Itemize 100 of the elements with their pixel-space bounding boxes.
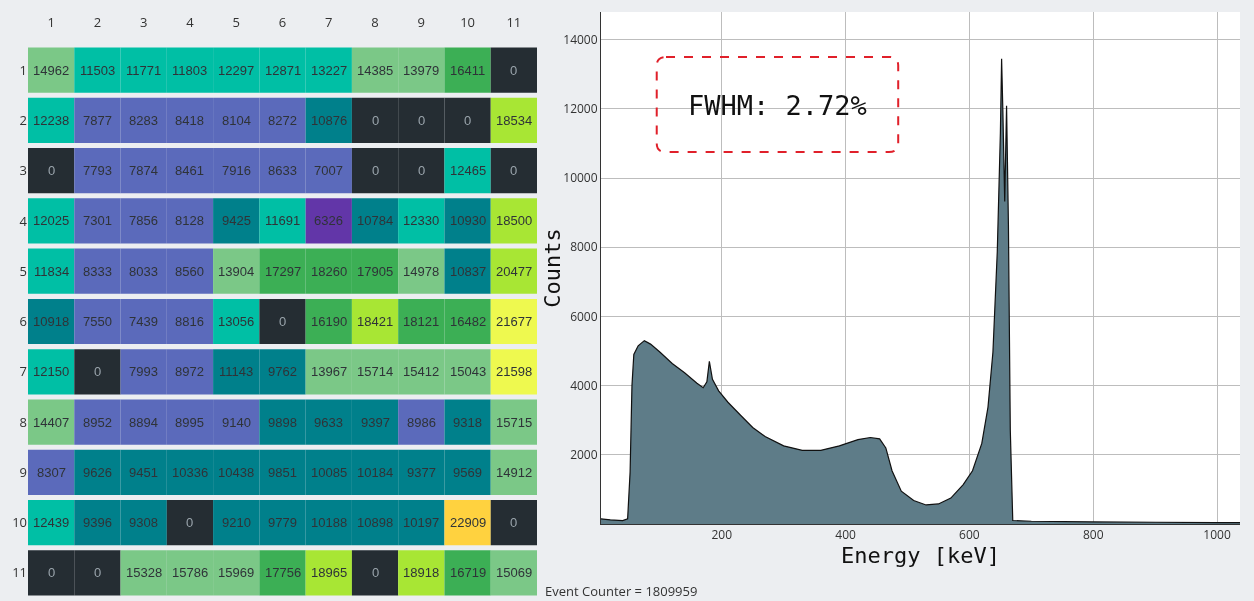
y-tick-label: 7 xyxy=(19,362,27,381)
y-tick-label: 2 xyxy=(19,110,27,129)
x-tick-label: 1000 xyxy=(1203,526,1231,544)
data-label: 0 xyxy=(48,565,56,580)
x-tick-label: 11 xyxy=(506,13,522,32)
data-label: 7993 xyxy=(129,364,158,379)
y-tick-label: 1 xyxy=(19,60,27,79)
data-label: 11803 xyxy=(172,63,208,78)
data-label: 12025 xyxy=(33,213,70,228)
data-label: 12330 xyxy=(403,213,440,228)
x-tick-label: 200 xyxy=(711,526,733,544)
data-label: 14385 xyxy=(357,63,394,78)
data-label: 8283 xyxy=(129,113,158,128)
data-label: 21677 xyxy=(496,314,533,329)
data-label: 18421 xyxy=(357,314,394,329)
data-label: 10336 xyxy=(172,465,209,480)
text: Event Counter = 1809959 xyxy=(545,582,698,600)
data-label: 7007 xyxy=(314,163,343,178)
data-label: 9851 xyxy=(268,465,297,480)
data-label: 11691 xyxy=(265,213,301,228)
data-label: 0 xyxy=(464,113,472,128)
data-label: 7916 xyxy=(222,163,251,178)
x-tick-label: 7 xyxy=(325,13,333,32)
data-label: 22909 xyxy=(450,515,487,530)
data-label: 8333 xyxy=(83,264,112,279)
data-label: 15786 xyxy=(172,565,209,580)
x-tick-label: 5 xyxy=(232,13,240,32)
data-label: 0 xyxy=(510,163,518,178)
data-label: 14962 xyxy=(33,63,70,78)
y-tick-label: 10000 xyxy=(563,169,598,187)
data-label: 10188 xyxy=(311,515,348,530)
data-label: 7439 xyxy=(129,314,158,329)
data-label: 10930 xyxy=(450,213,487,228)
data-label: 8894 xyxy=(129,415,158,430)
data-label: 8128 xyxy=(175,213,204,228)
data-label: 14978 xyxy=(403,264,440,279)
data-label: 9396 xyxy=(83,515,112,530)
data-label: 13056 xyxy=(218,314,255,329)
data-label: 11143 xyxy=(219,364,254,379)
data-label: 8633 xyxy=(268,163,297,178)
data-label: 7877 xyxy=(83,113,112,128)
data-label: 8307 xyxy=(37,465,66,480)
y-tick-label: 5 xyxy=(19,261,27,280)
y-tick-label: 2000 xyxy=(570,446,598,464)
data-label: 17905 xyxy=(357,264,394,279)
data-label: 15328 xyxy=(126,565,163,580)
y-tick-label: 11 xyxy=(12,563,27,582)
data-label: 10876 xyxy=(311,113,348,128)
data-label: 12465 xyxy=(450,163,487,178)
data-label: 7301 xyxy=(83,213,112,228)
data-label: 7793 xyxy=(83,163,112,178)
y-tick-label: 8000 xyxy=(570,238,598,256)
data-label: 8418 xyxy=(175,113,204,128)
data-label: 8461 xyxy=(175,163,204,178)
y-tick-label: 12000 xyxy=(563,100,598,118)
x-tick-label: 8 xyxy=(371,13,379,32)
x-tick-label: 400 xyxy=(835,526,857,544)
x-tick-label: 2 xyxy=(93,13,102,32)
data-label: 9779 xyxy=(268,515,297,530)
data-label: 8972 xyxy=(175,364,204,379)
x-tick-label: 4 xyxy=(186,13,195,32)
data-label: 10197 xyxy=(403,515,440,530)
data-label: 15969 xyxy=(218,565,255,580)
data-label: 8104 xyxy=(222,113,251,128)
data-label: 12150 xyxy=(33,364,70,379)
data-label: 13227 xyxy=(311,63,348,78)
y-tick-label: 6 xyxy=(19,312,27,331)
data-label: 9626 xyxy=(83,465,112,480)
y-axis-title: Counts xyxy=(540,228,565,308)
data-label: 10184 xyxy=(357,465,394,480)
data-label: 18121 xyxy=(403,314,440,329)
data-label: 0 xyxy=(372,565,380,580)
annotation: FWHM: 2.72% xyxy=(688,90,867,121)
data-label: 13979 xyxy=(403,63,440,78)
data-label: 10784 xyxy=(357,213,394,228)
data-label: 18260 xyxy=(311,264,348,279)
data-label: 8995 xyxy=(175,415,204,430)
data-label: 9397 xyxy=(361,415,390,430)
data-label: 9451 xyxy=(129,465,158,480)
data-label: 9425 xyxy=(222,213,251,228)
data-label: 14912 xyxy=(496,465,533,480)
y-tick-label: 9 xyxy=(19,462,27,481)
data-label: 13904 xyxy=(218,264,255,279)
data-label: 7550 xyxy=(83,314,112,329)
data-label: 9633 xyxy=(314,415,343,430)
data-label: 0 xyxy=(186,515,194,530)
data-label: 8560 xyxy=(175,264,204,279)
x-tick-label: 800 xyxy=(1082,526,1104,544)
data-label: 11834 xyxy=(34,264,70,279)
data-label: 0 xyxy=(372,113,380,128)
data-label: 12238 xyxy=(33,113,70,128)
data-label: 12871 xyxy=(265,63,302,78)
data-label: 16482 xyxy=(450,314,487,329)
data-label: 9210 xyxy=(222,515,251,530)
data-label: 18500 xyxy=(496,213,533,228)
data-label: 9318 xyxy=(453,415,482,430)
x-axis-title: Energy [keV] xyxy=(841,543,1000,569)
data-label: 12439 xyxy=(33,515,70,530)
data-label: 15715 xyxy=(496,415,533,430)
data-label: 18534 xyxy=(496,113,533,128)
